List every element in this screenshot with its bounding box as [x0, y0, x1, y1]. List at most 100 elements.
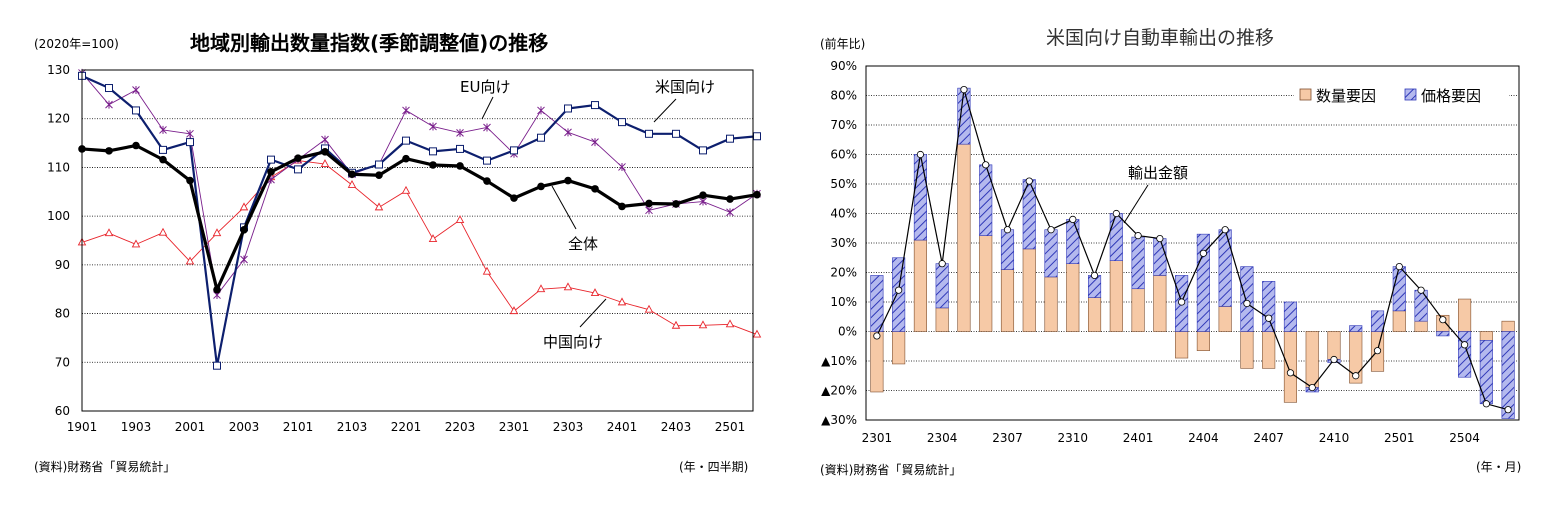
chart2-y-tick-label: 20%	[830, 266, 857, 280]
point-china	[644, 304, 654, 313]
point-eu	[618, 162, 626, 171]
bar-price	[1436, 331, 1450, 337]
point-china	[590, 288, 600, 297]
point-china	[752, 329, 762, 338]
chart2-line	[873, 86, 1512, 414]
bar-qty	[1458, 298, 1472, 332]
bar-price	[1131, 236, 1145, 290]
point-china	[320, 159, 330, 167]
point-total	[726, 195, 734, 203]
bar-qty	[892, 331, 906, 365]
bar-price	[1240, 266, 1254, 332]
bar-qty	[1088, 297, 1102, 332]
label-china: 中国向け	[543, 333, 603, 351]
bar-price	[957, 87, 971, 145]
chart2-x-tick-label: 2301	[862, 431, 893, 445]
chart1-x-tick-label: 2101	[283, 420, 314, 434]
chart2-x-tick-label: 2304	[927, 431, 958, 445]
chart2-y-tick-label: 10%	[830, 295, 857, 309]
point-total	[132, 141, 140, 150]
point-china	[617, 297, 627, 306]
point-export-value	[938, 260, 946, 268]
bar-price	[1109, 213, 1123, 262]
bar-price	[1305, 387, 1319, 393]
bar-price	[913, 154, 927, 241]
chart2-period-label: (年・月)	[1476, 460, 1521, 474]
point-export-value	[1221, 226, 1229, 234]
legend-swatch-qty	[1299, 88, 1312, 101]
chart2-y-tick-label: ▲30%	[821, 413, 857, 427]
bar-price	[1175, 275, 1189, 332]
legend-label-price: 価格要因	[1421, 87, 1481, 105]
point-export-value	[895, 286, 903, 294]
point-total	[456, 162, 464, 170]
point-export-value	[1047, 226, 1055, 234]
point-eu	[402, 106, 410, 115]
chart1-y-ticks: 60 70 80 90 100 110 120 130	[47, 63, 70, 418]
bar-price	[1196, 233, 1210, 332]
bar-price	[1088, 275, 1102, 298]
bar-price	[935, 263, 949, 309]
point-total	[402, 154, 410, 163]
point-eu	[645, 206, 653, 215]
point-total	[645, 199, 653, 208]
bar-price	[870, 275, 884, 332]
point-china	[698, 320, 708, 329]
point-us	[267, 155, 275, 164]
point-us	[726, 134, 734, 143]
point-eu	[429, 122, 437, 131]
legend-swatch-price	[1404, 88, 1417, 101]
point-china	[104, 228, 114, 237]
bar-qty	[1370, 331, 1385, 372]
point-us	[402, 136, 410, 145]
bar-qty	[1392, 310, 1406, 332]
chart2-x-tick-label: 2307	[992, 431, 1023, 445]
bar-qty	[870, 331, 884, 393]
bar-price	[1501, 331, 1515, 419]
bar-qty	[935, 307, 949, 332]
bar-qty	[1218, 306, 1232, 332]
chart1-x-tick-label: 2403	[661, 420, 692, 434]
bar-qty	[1479, 331, 1493, 341]
chart1-x-tick-label: 2303	[553, 420, 584, 434]
point-china	[347, 180, 357, 188]
point-us	[645, 129, 653, 138]
chart1-x-tick-label: 2501	[715, 420, 746, 434]
chart2-y-tick-label: 40%	[830, 207, 857, 221]
point-us	[483, 156, 491, 165]
point-china	[725, 319, 735, 328]
chart1-y-tick-label: 60	[55, 404, 70, 418]
point-total	[510, 194, 518, 202]
point-export-value	[1199, 249, 1207, 257]
chart1-x-tick-label: 2003	[229, 420, 260, 434]
label-eu: EU向け	[460, 78, 510, 96]
chart2-x-ticks: 2301 2304 2307 2310 2401 2404 2407 2410 2501 2504	[862, 431, 1480, 445]
point-export-value	[1003, 226, 1012, 234]
chart1-y-tick-label: 110	[47, 160, 70, 174]
point-eu	[537, 106, 545, 115]
point-china	[185, 256, 195, 265]
point-total	[375, 171, 383, 180]
point-eu	[186, 129, 194, 138]
bar-price	[1458, 331, 1472, 378]
bar-price	[1392, 266, 1406, 312]
bar-price	[1218, 229, 1232, 307]
point-export-value	[1286, 369, 1295, 377]
chart2-legend: 数量要因 価格要因	[1294, 85, 1509, 107]
chart1-y-tick-label: 90	[55, 258, 70, 272]
chart2-y-tick-label: 60%	[830, 148, 857, 162]
chart2-x-tick-label: 2501	[1384, 431, 1415, 445]
point-us	[753, 132, 761, 141]
point-export-value	[1460, 341, 1469, 349]
chart1-period-label: (年・四半期)	[679, 460, 748, 474]
chart2-y-tick-label: 90%	[830, 59, 857, 73]
bar-qty	[1501, 320, 1515, 332]
chart1-gridlines	[82, 118, 753, 363]
point-export-value	[1090, 271, 1099, 280]
bar-price	[1044, 229, 1058, 278]
bar-qty	[957, 143, 971, 332]
point-us	[510, 146, 518, 155]
series-line-export-value	[876, 89, 1509, 411]
point-eu	[456, 128, 464, 137]
bar-price	[1283, 301, 1297, 332]
